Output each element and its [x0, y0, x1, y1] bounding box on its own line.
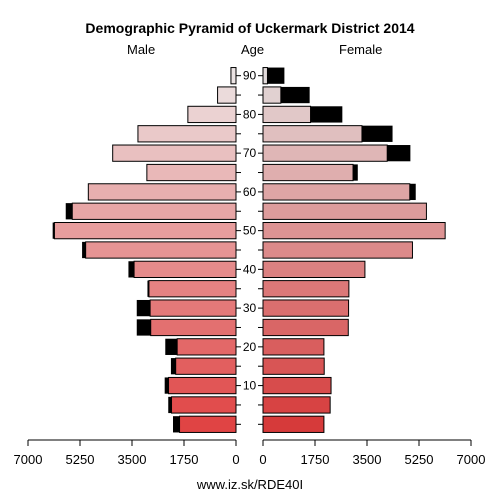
male-bar-60-64 [87, 183, 237, 201]
age-tick-label-70: 70 [243, 146, 257, 160]
female-bar-30-34 [262, 299, 350, 317]
male-surplus-bar-50-54 [52, 222, 55, 239]
male-surplus-bar-35-39 [147, 280, 149, 297]
male-bar-5-9 [171, 396, 237, 414]
male-bar-45-49 [85, 241, 237, 259]
male-surplus-bar-10-14 [164, 377, 169, 394]
female-bar-0-4 [262, 415, 325, 433]
female-bar-20-24 [262, 338, 325, 356]
male-bar-75-79 [137, 125, 237, 143]
female-bar-90+ [262, 67, 268, 85]
male-bar-10-14 [168, 376, 237, 395]
male-surplus-bar-15-19 [170, 358, 176, 375]
female-bar-75-79 [262, 125, 363, 143]
male-bar-30-34 [149, 299, 237, 317]
male-bar-25-29 [150, 318, 237, 337]
female-bar-45-49 [262, 241, 413, 259]
female-bar-65-69 [262, 163, 354, 182]
male-bar-35-39 [148, 280, 237, 298]
male-x-tick-label: 1750 [170, 452, 199, 467]
female-bar-5-9 [262, 396, 331, 414]
male-surplus-bar-30-34 [136, 299, 151, 317]
male-bar-55-59 [71, 202, 237, 220]
female-bar-80-84 [262, 105, 312, 124]
female-surplus-bar-85-89 [280, 86, 310, 104]
female-bar-70-74 [262, 144, 388, 162]
male-x-tick-label: 0 [232, 452, 239, 467]
male-bar-0-4 [179, 415, 237, 433]
age-tick-label-50: 50 [243, 224, 257, 238]
age-tick-label-60: 60 [243, 185, 257, 199]
male-surplus-bar-40-44 [128, 261, 135, 278]
male-surplus-bar-45-49 [82, 241, 86, 259]
male-surplus-bar-20-24 [165, 338, 178, 355]
male-bar-85-89 [217, 86, 237, 104]
age-tick-label-10: 10 [243, 379, 257, 393]
female-bar-15-19 [262, 357, 325, 375]
source-footer: www.iz.sk/RDE40I [196, 477, 304, 492]
age-tick-label-30: 30 [243, 301, 257, 315]
female-x-tick-label: 5250 [405, 452, 434, 467]
female-header: Female [339, 42, 383, 57]
female-bar-25-29 [262, 318, 349, 337]
female-x-tick-label: 7000 [457, 452, 486, 467]
female-x-tick-label: 3500 [353, 452, 382, 467]
age-tick-label-20: 20 [243, 340, 257, 354]
female-bar-50-54 [262, 221, 446, 240]
male-bar-70-74 [112, 144, 237, 162]
age-tick-label-90: 90 [243, 69, 257, 83]
female-bar-10-14 [262, 376, 332, 395]
male-surplus-bar-0-4 [173, 416, 180, 433]
female-bar-35-39 [262, 280, 350, 298]
male-bar-80-84 [187, 105, 237, 124]
female-surplus-bar-60-64 [409, 183, 416, 201]
female-surplus-bar-65-69 [353, 164, 358, 181]
female-bar-85-89 [262, 86, 282, 104]
female-surplus-bar-75-79 [361, 125, 393, 142]
female-surplus-bar-70-74 [387, 145, 411, 162]
female-bar-55-59 [262, 202, 427, 220]
male-surplus-bar-25-29 [136, 319, 151, 336]
female-surplus-bar-80-84 [310, 106, 343, 123]
male-x-tick-label: 5250 [66, 452, 95, 467]
male-bar-20-24 [176, 338, 237, 356]
male-x-tick-label: 3500 [118, 452, 147, 467]
male-bar-15-19 [175, 357, 237, 375]
male-bar-90+ [230, 67, 237, 85]
female-bar-60-64 [262, 183, 411, 201]
female-bar-40-44 [262, 260, 366, 279]
female-x-tick-label: 1750 [301, 452, 330, 467]
male-bar-40-44 [133, 260, 237, 279]
female-x-tick-label: 0 [259, 452, 266, 467]
male-x-tick-label: 7000 [14, 452, 43, 467]
age-header: Age [241, 42, 265, 57]
male-bar-50-54 [53, 221, 237, 240]
male-bar-65-69 [146, 163, 237, 182]
age-tick-label-80: 80 [243, 107, 257, 121]
chart-title: Demographic Pyramid of Uckermark Distric… [85, 20, 415, 36]
female-surplus-bar-90+ [267, 67, 285, 84]
age-tick-label-40: 40 [243, 262, 257, 276]
male-surplus-bar-55-59 [65, 203, 73, 220]
male-surplus-bar-5-9 [168, 396, 172, 414]
male-header: Male [127, 42, 156, 57]
